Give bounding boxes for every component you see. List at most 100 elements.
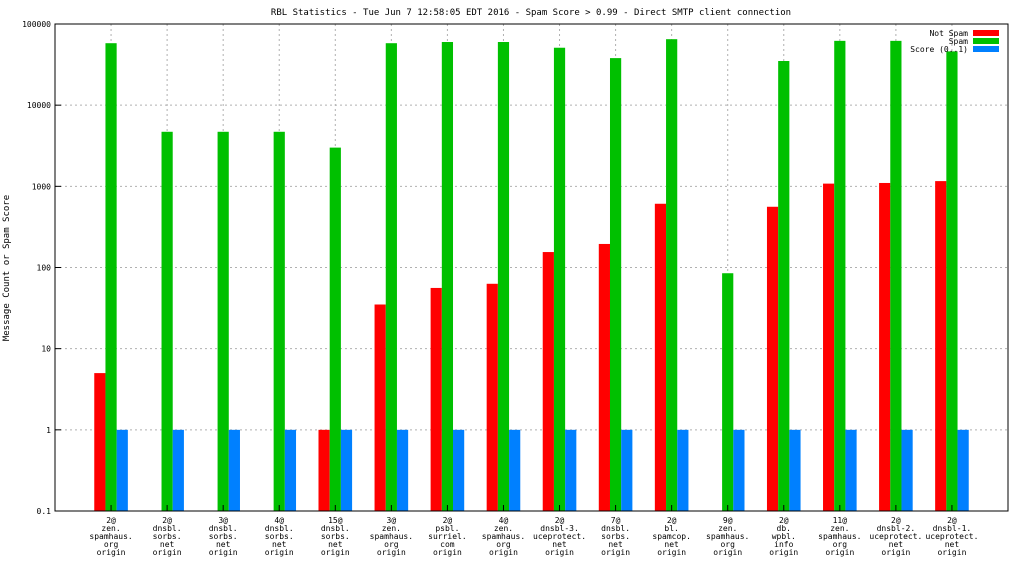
bar-not-spam bbox=[486, 283, 498, 511]
bar-not-spam bbox=[318, 429, 330, 511]
x-tick-label: 2@ bbox=[891, 516, 901, 525]
x-tick-label: uceprotect. bbox=[869, 532, 922, 541]
bar-not-spam bbox=[374, 304, 386, 511]
bar-not-spam bbox=[542, 252, 554, 512]
bars bbox=[94, 39, 969, 512]
bar-score-0-1 bbox=[340, 429, 353, 511]
bar-score-0-1 bbox=[284, 429, 297, 511]
bar-spam bbox=[666, 39, 678, 511]
x-tick-label: spamhaus. bbox=[370, 532, 413, 541]
legend-label: Spam bbox=[949, 37, 968, 46]
x-tick-label: dnsbl. bbox=[265, 524, 294, 533]
bar-score-0-1 bbox=[677, 429, 689, 511]
y-axis-label: Message Count or Spam Score bbox=[2, 195, 12, 341]
x-tick-label: dnsbl. bbox=[321, 524, 350, 533]
x-tick-label: bl. bbox=[664, 524, 678, 533]
chart-title: RBL Statistics - Tue Jun 7 12:58:05 EDT … bbox=[271, 8, 791, 18]
x-tick-label: net bbox=[272, 540, 287, 549]
x-tick-label: com bbox=[440, 540, 455, 549]
x-tick-label: 9@ bbox=[723, 516, 733, 525]
y-tick-label: 0.1 bbox=[37, 507, 52, 516]
x-tick-label: origin bbox=[321, 548, 350, 557]
x-axis-labels: 2@zen.spamhaus.orgorigin2@dnsbl.sorbs.ne… bbox=[89, 516, 978, 557]
x-tick-label: origin bbox=[601, 548, 630, 557]
bar-spam bbox=[329, 147, 341, 511]
x-tick-label: net bbox=[216, 540, 231, 549]
y-tick-label: 100000 bbox=[22, 20, 51, 29]
x-tick-label: zen. bbox=[494, 524, 513, 533]
x-tick-label: 7@ bbox=[611, 516, 621, 525]
x-tick-label: db. bbox=[777, 524, 791, 533]
x-tick-label: sorbs. bbox=[265, 532, 294, 541]
x-tick-label: net bbox=[160, 540, 175, 549]
x-tick-label: sorbs. bbox=[209, 532, 238, 541]
x-tick-label: 2@ bbox=[667, 516, 677, 525]
bar-score-0-1 bbox=[509, 429, 521, 511]
x-tick-label: psbl. bbox=[435, 524, 459, 533]
x-tick-label: origin bbox=[881, 548, 910, 557]
x-tick-label: zen. bbox=[382, 524, 401, 533]
x-tick-label: spamhaus. bbox=[482, 532, 525, 541]
bar-spam bbox=[273, 131, 285, 512]
bar-not-spam bbox=[935, 181, 947, 511]
x-tick-label: origin bbox=[825, 548, 854, 557]
x-tick-label: dnsbl-1. bbox=[933, 524, 972, 533]
bar-score-0-1 bbox=[172, 429, 184, 511]
x-tick-label: 2@ bbox=[555, 516, 565, 525]
x-tick-label: 4@ bbox=[499, 516, 509, 525]
x-tick-label: sorbs. bbox=[321, 532, 350, 541]
x-tick-label: 15@ bbox=[328, 516, 343, 525]
x-tick-label: origin bbox=[433, 548, 462, 557]
y-tick-label: 10000 bbox=[27, 101, 51, 110]
x-tick-label: zen. bbox=[101, 524, 120, 533]
legend-swatch bbox=[973, 30, 999, 36]
bar-not-spam bbox=[598, 243, 610, 511]
x-tick-label: sorbs. bbox=[601, 532, 630, 541]
x-tick-label: org bbox=[833, 540, 848, 549]
bar-score-0-1 bbox=[733, 429, 745, 511]
x-tick-label: origin bbox=[377, 548, 406, 557]
x-tick-label: dnsbl-2. bbox=[877, 524, 916, 533]
bar-spam bbox=[778, 61, 790, 512]
y-tick-label: 10 bbox=[41, 345, 51, 354]
x-tick-label: spamhaus. bbox=[818, 532, 861, 541]
bar-score-0-1 bbox=[565, 429, 577, 511]
x-tick-label: net bbox=[328, 540, 343, 549]
x-tick-label: origin bbox=[489, 548, 518, 557]
bar-spam bbox=[217, 131, 229, 512]
x-tick-label: wpbl. bbox=[772, 532, 796, 541]
x-tick-label: net bbox=[945, 540, 960, 549]
legend-swatch bbox=[973, 38, 999, 44]
bar-score-0-1 bbox=[621, 429, 633, 511]
x-tick-label: origin bbox=[769, 548, 798, 557]
bar-not-spam bbox=[654, 203, 667, 512]
x-tick-label: 3@ bbox=[387, 516, 397, 525]
x-tick-label: origin bbox=[657, 548, 686, 557]
x-tick-label: spamcop. bbox=[652, 532, 691, 541]
bar-spam bbox=[105, 43, 117, 512]
y-tick-label: 1000 bbox=[32, 182, 51, 191]
x-tick-label: net bbox=[664, 540, 679, 549]
x-tick-label: org bbox=[720, 540, 735, 549]
bar-spam bbox=[890, 40, 902, 511]
x-tick-label: origin bbox=[97, 548, 126, 557]
bar-not-spam bbox=[94, 373, 106, 511]
bar-spam bbox=[553, 47, 566, 511]
bar-spam bbox=[609, 58, 622, 511]
x-tick-label: 2@ bbox=[779, 516, 789, 525]
x-tick-label: 3@ bbox=[218, 516, 228, 525]
y-axis-ticks: 0.1 1 10 100 1000 10000 100000 bbox=[22, 20, 953, 516]
bar-score-0-1 bbox=[957, 429, 969, 511]
x-tick-label: info bbox=[774, 540, 793, 549]
bar-spam bbox=[161, 131, 173, 512]
y-tick-label: 100 bbox=[37, 264, 52, 273]
bar-score-0-1 bbox=[116, 429, 128, 511]
x-tick-label: 2@ bbox=[106, 516, 116, 525]
bar-not-spam bbox=[823, 183, 835, 512]
x-tick-label: org bbox=[384, 540, 399, 549]
bar-score-0-1 bbox=[845, 429, 857, 511]
y-tick-label: 1 bbox=[46, 426, 51, 435]
x-tick-label: net bbox=[889, 540, 904, 549]
x-tick-label: org bbox=[496, 540, 511, 549]
